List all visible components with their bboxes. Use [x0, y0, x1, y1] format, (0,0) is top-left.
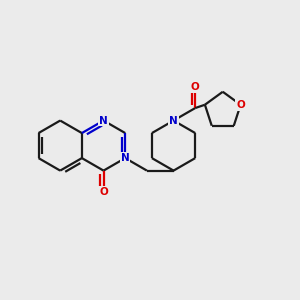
Text: O: O: [99, 187, 108, 197]
Text: O: O: [236, 100, 245, 110]
Text: N: N: [121, 153, 130, 163]
Text: O: O: [191, 82, 200, 92]
Text: N: N: [169, 116, 178, 126]
Text: N: N: [99, 116, 108, 126]
